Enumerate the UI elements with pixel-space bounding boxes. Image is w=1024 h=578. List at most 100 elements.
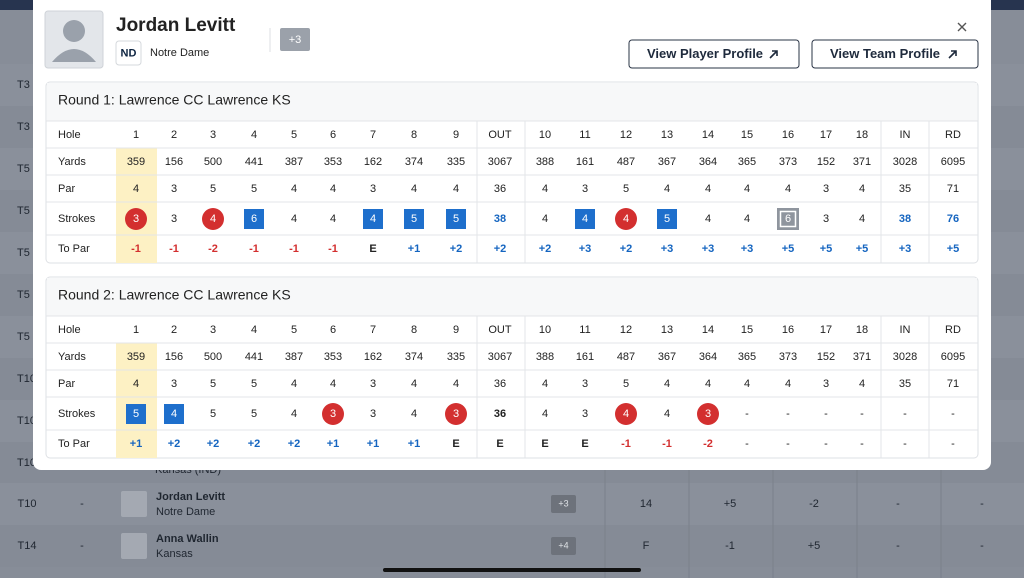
column-header: 16 xyxy=(782,129,794,141)
cell: 374 xyxy=(405,156,423,168)
cell: E xyxy=(581,438,588,450)
external-icon xyxy=(769,50,778,59)
column-header: RD xyxy=(945,324,961,336)
cell: 4 xyxy=(542,408,548,420)
cell: 4 xyxy=(744,183,750,195)
cell: 6 xyxy=(785,213,791,225)
cell: - xyxy=(860,408,864,420)
cell: 161 xyxy=(576,156,594,168)
row-label: Par xyxy=(58,378,75,390)
cell: 3 xyxy=(370,378,376,390)
cell: 76 xyxy=(947,213,959,225)
close-button[interactable] xyxy=(957,22,967,32)
cell: 156 xyxy=(165,351,183,363)
column-header: 13 xyxy=(661,324,673,336)
column-header: 10 xyxy=(539,324,551,336)
cell: 365 xyxy=(738,351,756,363)
column-header: 13 xyxy=(661,129,673,141)
modal: Jordan Levitt ND Notre Dame +3 View Play… xyxy=(33,0,991,470)
cell: 353 xyxy=(324,156,342,168)
bg-avatar xyxy=(121,491,147,517)
bg-score: +5 xyxy=(724,498,737,510)
cell: 4 xyxy=(133,183,139,195)
cell: E xyxy=(452,438,459,450)
cell: 5 xyxy=(664,213,670,225)
bg-position: T5 xyxy=(17,247,30,259)
cell: +2 xyxy=(168,438,181,450)
cell: 5 xyxy=(251,183,257,195)
column-header: RD xyxy=(945,129,961,141)
cell: 4 xyxy=(859,378,865,390)
cell: 4 xyxy=(664,183,670,195)
cell: 500 xyxy=(204,351,222,363)
bg-dash: - xyxy=(80,540,84,552)
cell: - xyxy=(903,438,907,450)
cell: 4 xyxy=(542,378,548,390)
cell: 71 xyxy=(947,378,959,390)
column-header: 2 xyxy=(171,129,177,141)
cell: 4 xyxy=(370,213,376,225)
bogey-marker xyxy=(446,209,466,229)
cell: -2 xyxy=(208,243,218,255)
cell: +3 xyxy=(702,243,715,255)
cell: E xyxy=(541,438,548,450)
cell: +2 xyxy=(494,243,507,255)
column-header: 1 xyxy=(133,324,139,336)
cell: - xyxy=(745,408,749,420)
double-bogey-inner xyxy=(779,210,797,228)
badge xyxy=(280,28,310,51)
cell: +2 xyxy=(620,243,633,255)
cell: -1 xyxy=(289,243,299,255)
column-header: 8 xyxy=(411,324,417,336)
column-header: 14 xyxy=(702,324,714,336)
cell: 5 xyxy=(251,378,257,390)
cell: -1 xyxy=(662,438,672,450)
cell: +2 xyxy=(207,438,220,450)
team-logo-mark: ND xyxy=(121,47,137,59)
cell: 5 xyxy=(251,408,257,420)
column-header: 4 xyxy=(251,129,257,141)
column-header: 14 xyxy=(702,129,714,141)
cell: -2 xyxy=(703,438,713,450)
view-player-profile-button[interactable]: View Player Profile xyxy=(628,39,800,69)
bg-row xyxy=(0,483,1024,525)
bg-score: - xyxy=(896,498,900,510)
cell: 3 xyxy=(823,378,829,390)
bg-dash: - xyxy=(80,498,84,510)
cell: 4 xyxy=(744,213,750,225)
cell: 3 xyxy=(582,378,588,390)
cell: 359 xyxy=(127,351,145,363)
cell: 152 xyxy=(817,156,835,168)
cell: 4 xyxy=(291,213,297,225)
cell: 38 xyxy=(899,213,911,225)
bogey-marker xyxy=(363,209,383,229)
cell: 5 xyxy=(210,183,216,195)
button-label[interactable]: View Player Profile xyxy=(647,46,763,61)
cell: 3 xyxy=(133,213,139,225)
cell: 441 xyxy=(245,156,263,168)
cell: 4 xyxy=(623,213,629,225)
column-header: 11 xyxy=(579,129,590,141)
cell: 5 xyxy=(210,408,216,420)
cell: 3 xyxy=(330,408,336,420)
round-card xyxy=(45,81,979,264)
cell: 3 xyxy=(582,408,588,420)
cell: 162 xyxy=(364,351,382,363)
birdie-marker xyxy=(445,403,467,425)
avatar-body xyxy=(52,49,96,62)
cell: +2 xyxy=(450,243,463,255)
cell: 373 xyxy=(779,156,797,168)
column-header: 18 xyxy=(856,129,868,141)
cell: +5 xyxy=(856,243,869,255)
cell: 4 xyxy=(411,408,417,420)
view-team-profile-button[interactable]: View Team Profile xyxy=(811,39,979,69)
column-header: 6 xyxy=(330,324,336,336)
column-header: 9 xyxy=(453,324,459,336)
cell: 3 xyxy=(171,378,177,390)
header-label: Hole xyxy=(58,129,81,141)
cell: E xyxy=(369,243,376,255)
button-label[interactable]: View Team Profile xyxy=(830,46,940,61)
column-header: 2 xyxy=(171,324,177,336)
cell: 4 xyxy=(664,378,670,390)
